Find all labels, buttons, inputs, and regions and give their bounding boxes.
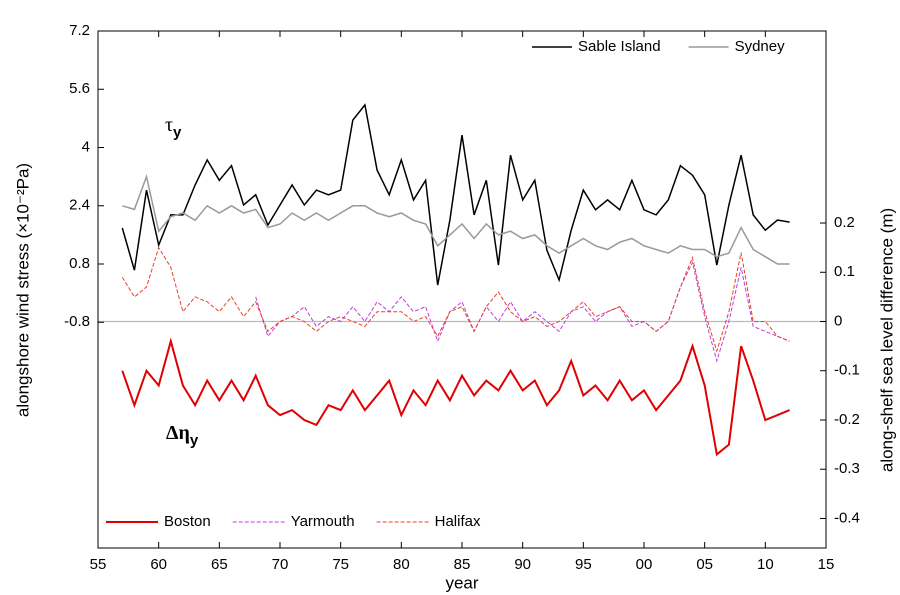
y-axis-label: alongshore wind stress (×10⁻²Pa)	[13, 163, 32, 417]
y2-tick-label: -0.1	[834, 362, 860, 379]
y2-tick-label: -0.4	[834, 509, 860, 526]
annotation-sub: y	[190, 432, 199, 449]
annotation: Δηy	[166, 422, 199, 449]
annotation: τy	[165, 114, 182, 141]
x-axis-label: year	[445, 573, 478, 592]
series-line	[121, 246, 790, 353]
y2-tick-label: -0.2	[834, 411, 860, 428]
x-tick-label: 10	[757, 556, 774, 573]
series-line	[122, 173, 790, 265]
legend-label: Sydney	[735, 38, 786, 55]
plot-frame	[97, 30, 827, 549]
x-tick-label: 80	[393, 556, 410, 573]
x-tick-label: 15	[818, 556, 835, 573]
x-tick-label: 60	[150, 556, 167, 573]
y-tick-label: 7.2	[69, 22, 90, 39]
y-tick-label: 5.6	[69, 80, 90, 97]
y-tick-label: 0.8	[69, 255, 90, 272]
y-tick-label: 4	[82, 138, 90, 155]
x-tick-label: 95	[575, 556, 592, 573]
annotation-text: Δη	[166, 422, 190, 444]
series-line	[121, 337, 790, 457]
x-tick-label: 85	[454, 556, 471, 573]
y2-tick-label: 0.2	[834, 214, 855, 231]
y-tick-label: 2.4	[69, 197, 90, 214]
x-tick-label: 75	[332, 556, 349, 573]
legend-label: Sable Island	[578, 38, 661, 55]
x-tick-label: 05	[696, 556, 713, 573]
y2-tick-label: 0.1	[834, 263, 855, 280]
legend-label: Halifax	[435, 513, 481, 530]
series-line	[121, 103, 790, 286]
y-tick-label: -0.8	[64, 313, 90, 330]
legend-label: Boston	[164, 513, 211, 530]
x-tick-label: 65	[211, 556, 228, 573]
y2-tick-label: 0	[834, 312, 842, 329]
x-tick-label: 70	[272, 556, 289, 573]
annotation-text: τ	[165, 114, 173, 136]
legend-label: Yarmouth	[291, 513, 355, 530]
series-line	[255, 260, 790, 363]
y2-axis-label: along-shelf sea level difference (m)	[877, 208, 896, 472]
y2-tick-label: -0.3	[834, 460, 860, 477]
x-tick-label: 90	[514, 556, 531, 573]
x-tick-label: 55	[90, 556, 107, 573]
annotation-sub: y	[173, 124, 182, 141]
x-tick-label: 00	[636, 556, 653, 573]
